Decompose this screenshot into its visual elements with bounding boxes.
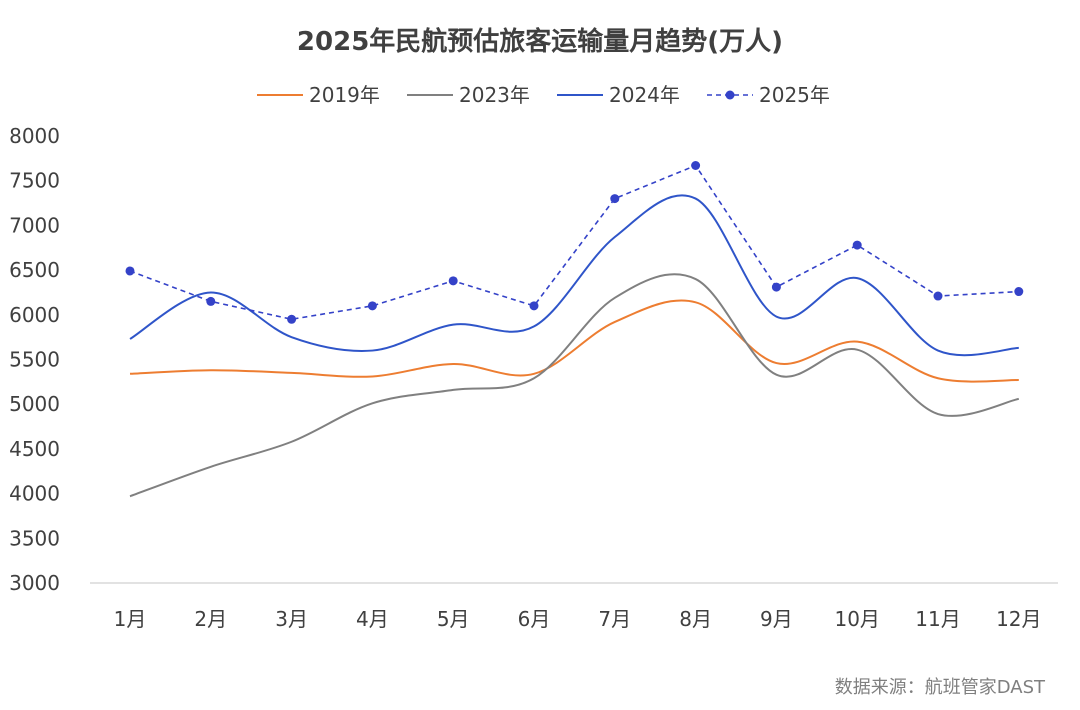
series-line [129,299,1019,383]
data-point [852,240,862,250]
data-point [1014,287,1024,297]
data-point [206,296,216,306]
y-tick-label: 8000 [9,124,60,148]
y-tick-label: 4500 [9,437,60,461]
data-point [691,161,701,171]
y-tick-label: 3500 [9,526,60,550]
x-tick-label: 6月 [518,607,551,631]
legend-label: 2019年 [309,83,380,107]
legend-label: 2023年 [459,83,530,107]
y-tick-label: 3000 [9,571,60,595]
legend-label: 2025年 [759,83,830,107]
y-axis: 8000 7500 7000 6500 6000 5500 5000 4500 4000 3500… [9,124,60,595]
x-tick-label: 8月 [679,607,712,631]
data-point [287,314,297,324]
x-tick-label: 5月 [437,607,470,631]
y-tick-label: 4000 [9,482,60,506]
legend-label: 2024年 [609,83,680,107]
x-tick-label: 4月 [356,607,389,631]
data-point [933,291,943,301]
x-axis: 1月 2月 3月 4月 5月 6月 7月 8月 9月 10月 11月 12月 [114,607,1042,631]
data-point [125,266,135,276]
x-tick-label: 3月 [275,607,308,631]
x-tick-label: 11月 [915,607,960,631]
y-tick-label: 5500 [9,348,60,372]
y-tick-label: 7000 [9,213,60,237]
series-line [129,273,1020,498]
series-line [129,194,1019,357]
y-tick-label: 7500 [9,169,60,193]
data-point [367,301,377,311]
x-tick-label: 10月 [834,607,879,631]
y-tick-label: 6000 [9,303,60,327]
legend: 2019年 2023年 2024年 2025年 [257,83,830,107]
chart-title: 2025年民航预估旅客运输量月趋势(万人) [297,26,783,57]
x-tick-label: 9月 [760,607,793,631]
data-point [771,282,781,292]
x-tick-label: 7月 [598,607,631,631]
data-point [448,276,458,286]
series-group [125,161,1024,498]
series-line [129,164,1019,321]
data-point [610,194,620,204]
x-tick-label: 12月 [996,607,1041,631]
source-note: 数据来源：航班管家DAST [835,677,1046,698]
x-tick-label: 1月 [114,607,147,631]
data-point [529,301,539,311]
x-tick-label: 2月 [194,607,227,631]
y-tick-label: 5000 [9,392,60,416]
legend-symbol [707,90,753,100]
y-tick-label: 6500 [9,258,60,282]
